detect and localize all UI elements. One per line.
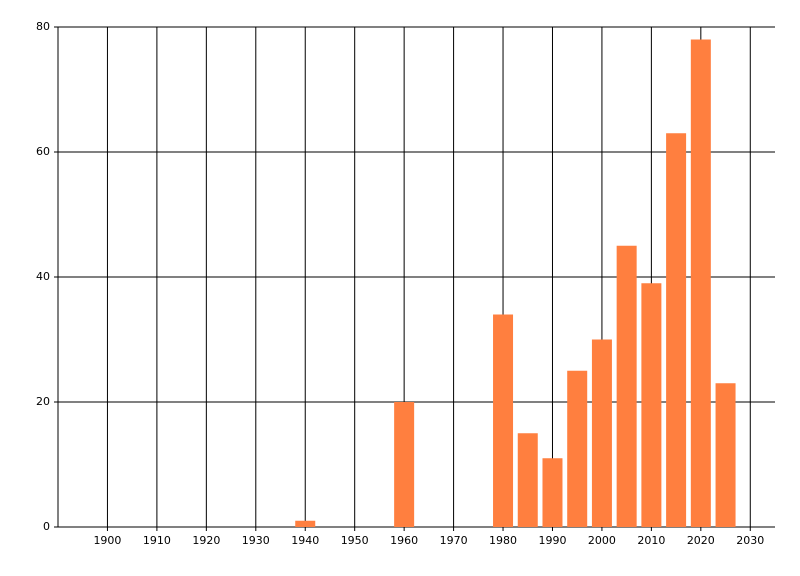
y-tick-label: 80 [36, 20, 50, 33]
bar [666, 133, 687, 527]
x-tick-label: 1900 [93, 534, 121, 547]
y-tick-label: 0 [43, 520, 50, 533]
bar [394, 402, 415, 527]
bar [567, 370, 588, 527]
bar [295, 520, 316, 527]
y-tick-label: 20 [36, 395, 50, 408]
x-tick-label: 1990 [538, 534, 566, 547]
bar [641, 283, 662, 527]
x-tick-label: 1920 [192, 534, 220, 547]
y-tick-label: 40 [36, 270, 50, 283]
x-tick-label: 1940 [291, 534, 319, 547]
y-tick-label: 60 [36, 145, 50, 158]
x-tick-label: 1950 [341, 534, 369, 547]
bar [517, 433, 538, 527]
x-tick-label: 2000 [588, 534, 616, 547]
x-tick-label: 1970 [440, 534, 468, 547]
x-tick-label: 1980 [489, 534, 517, 547]
x-tick-label: 2010 [637, 534, 665, 547]
bar [715, 383, 736, 527]
bar [591, 339, 612, 527]
bar [690, 39, 711, 527]
x-tick-label: 1960 [390, 534, 418, 547]
x-tick-label: 1930 [242, 534, 270, 547]
bar [542, 458, 563, 527]
x-tick-label: 1910 [143, 534, 171, 547]
x-tick-label: 2020 [687, 534, 715, 547]
bar [493, 314, 514, 527]
bar [616, 245, 637, 527]
x-tick-label: 2030 [736, 534, 764, 547]
